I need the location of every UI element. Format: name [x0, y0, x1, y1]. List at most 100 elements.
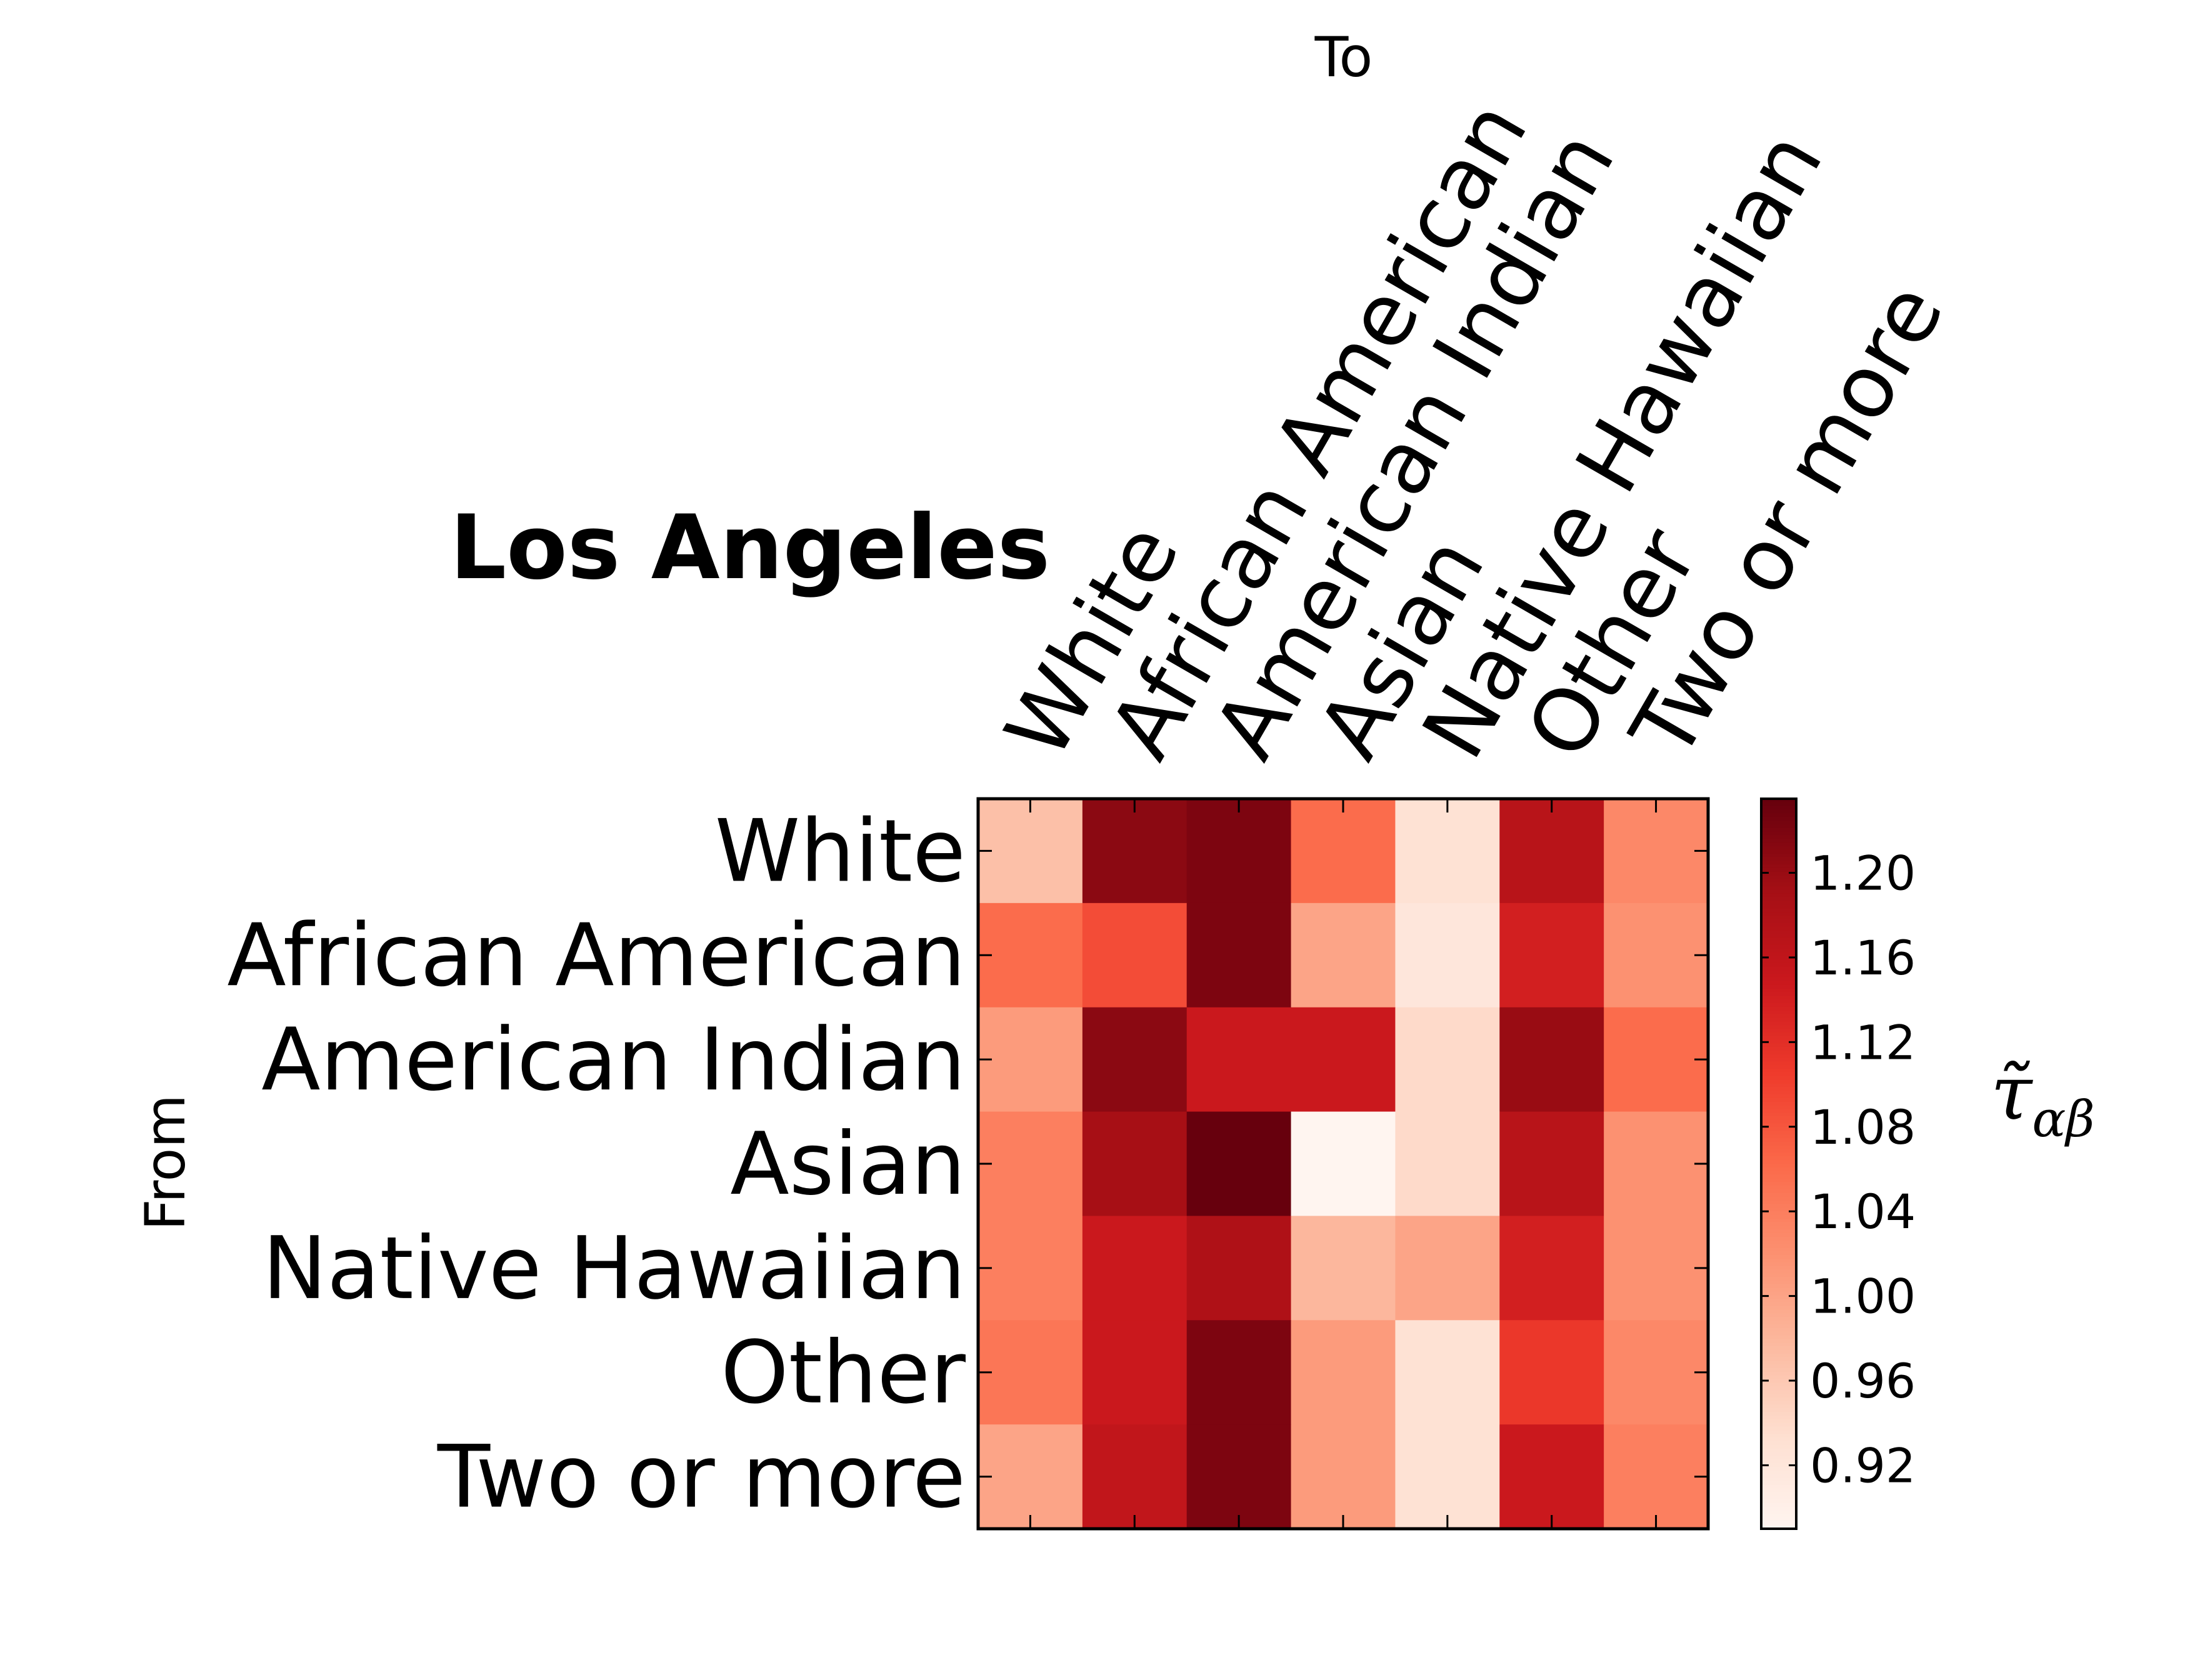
colorbar-segment	[1761, 981, 1796, 986]
heatmap-cell	[1186, 1007, 1292, 1112]
heatmap-cell	[1604, 1320, 1709, 1425]
colorbar-segment	[1761, 1182, 1796, 1187]
colorbar-segment	[1761, 978, 1796, 982]
colorbar-segment	[1761, 996, 1796, 1001]
colorbar-segment	[1761, 1047, 1796, 1051]
heatmap-cell	[978, 1424, 1083, 1529]
heatmap-cell	[1082, 1111, 1188, 1216]
heatmap-cell	[1395, 1007, 1500, 1112]
colorbar-segment	[1761, 1076, 1796, 1081]
colorbar-tick-label: 1.20	[1810, 845, 1916, 901]
colorbar-segment	[1761, 970, 1796, 975]
colorbar-segment	[1761, 948, 1796, 953]
colorbar-segment	[1761, 1499, 1796, 1504]
colorbar-segment	[1761, 1174, 1796, 1179]
heatmap-cell	[1291, 902, 1396, 1008]
colorbar-segment	[1761, 1101, 1796, 1106]
colorbar-frame	[1760, 798, 1798, 1530]
colorbar-segment	[1761, 1375, 1796, 1380]
colorbar-segment	[1761, 1119, 1796, 1124]
colorbar-segment	[1761, 1506, 1796, 1511]
colorbar-segment	[1761, 817, 1796, 822]
colorbar-segment	[1761, 882, 1796, 888]
heatmap-cell	[1186, 1111, 1292, 1216]
colorbar-segment	[1761, 1003, 1796, 1008]
heatmap-cell	[978, 1111, 1083, 1216]
colorbar-segment	[1761, 934, 1796, 938]
colorbar-segment	[1761, 1284, 1796, 1289]
colorbar-segment	[1761, 1481, 1796, 1486]
colorbar-segment	[1761, 1094, 1796, 1099]
row-label: Asian	[730, 1114, 966, 1214]
colorbar-segment	[1761, 1134, 1796, 1139]
colorbar-segment	[1761, 1178, 1796, 1183]
heatmap-cell	[1291, 1320, 1396, 1425]
colorbar-segment	[1761, 806, 1796, 811]
colorbar-segment	[1761, 1379, 1796, 1384]
colorbar-segment	[1761, 1313, 1796, 1318]
colorbar-segment	[1761, 988, 1796, 993]
colorbar-segment	[1761, 1280, 1796, 1285]
colorbar-segment	[1761, 1167, 1796, 1172]
colorbar-segment	[1761, 813, 1796, 818]
colorbar-segment	[1761, 846, 1796, 851]
colorbar-tick-label: 1.12	[1810, 1014, 1916, 1070]
colorbar-segment	[1761, 1521, 1796, 1526]
colorbar-segment	[1761, 1510, 1796, 1515]
colorbar-segment	[1761, 941, 1796, 946]
heatmap-cell	[1186, 1424, 1292, 1529]
colorbar-segment	[1761, 1149, 1796, 1154]
chart-title: Los Angeles	[450, 496, 1050, 599]
colorbar-segment	[1761, 842, 1796, 847]
colorbar-segment	[1761, 1232, 1796, 1238]
heatmap-cell	[1395, 799, 1500, 904]
colorbar-segment	[1761, 1251, 1796, 1256]
colorbar-segment	[1761, 857, 1796, 862]
colorbar-segment	[1761, 1474, 1796, 1479]
colorbar-segment	[1761, 1098, 1796, 1102]
colorbar-segment	[1761, 1164, 1796, 1168]
colorbar-segment	[1761, 966, 1796, 971]
colorbar-segment	[1761, 1255, 1796, 1259]
colorbar-segment	[1761, 871, 1796, 876]
colorbar-segment	[1761, 1083, 1796, 1088]
colorbar-segment	[1761, 828, 1796, 832]
colorbar-segment	[1761, 974, 1796, 979]
heatmap-cell	[978, 799, 1083, 904]
colorbar-segment	[1761, 1018, 1796, 1022]
colorbar-segment	[1761, 922, 1796, 928]
colorbar-segment	[1761, 1401, 1796, 1406]
colorbar-segment	[1761, 956, 1796, 960]
heatmap-cell	[1291, 1111, 1396, 1216]
row-label: American Indian	[261, 1009, 966, 1110]
colorbar-segment	[1761, 821, 1796, 825]
colorbar-segment	[1761, 1478, 1796, 1482]
colorbar-segment	[1761, 1240, 1796, 1245]
colorbar-segment	[1761, 1361, 1796, 1366]
colorbar-segment	[1761, 901, 1796, 906]
colorbar-segment	[1761, 1430, 1796, 1435]
colorbar-segment	[1761, 1186, 1796, 1190]
colorbar-segment	[1761, 1036, 1796, 1041]
colorbar-segment	[1761, 1087, 1796, 1092]
colorbar-segment	[1761, 926, 1796, 931]
colorbar-segment	[1761, 1496, 1796, 1501]
colorbar-segment	[1761, 1448, 1796, 1453]
colorbar-tick-label: 1.00	[1810, 1269, 1916, 1324]
heatmap-cell	[1291, 799, 1396, 904]
colorbar-segment	[1761, 1222, 1796, 1227]
colorbar-segment	[1761, 1218, 1796, 1223]
heatmap-cell	[1291, 1424, 1396, 1529]
colorbar-segment	[1761, 992, 1796, 997]
colorbar-segment	[1761, 1226, 1796, 1231]
colorbar-segment	[1761, 952, 1796, 957]
colorbar-segment	[1761, 868, 1796, 872]
colorbar-segment	[1761, 1390, 1796, 1394]
colorbar-segment	[1761, 1054, 1796, 1059]
colorbar-segment	[1761, 1196, 1796, 1201]
colorbar-segment	[1761, 1006, 1796, 1011]
colorbar-segment	[1761, 1415, 1796, 1420]
colorbar-segment	[1761, 835, 1796, 840]
colorbar-segment	[1761, 937, 1796, 942]
